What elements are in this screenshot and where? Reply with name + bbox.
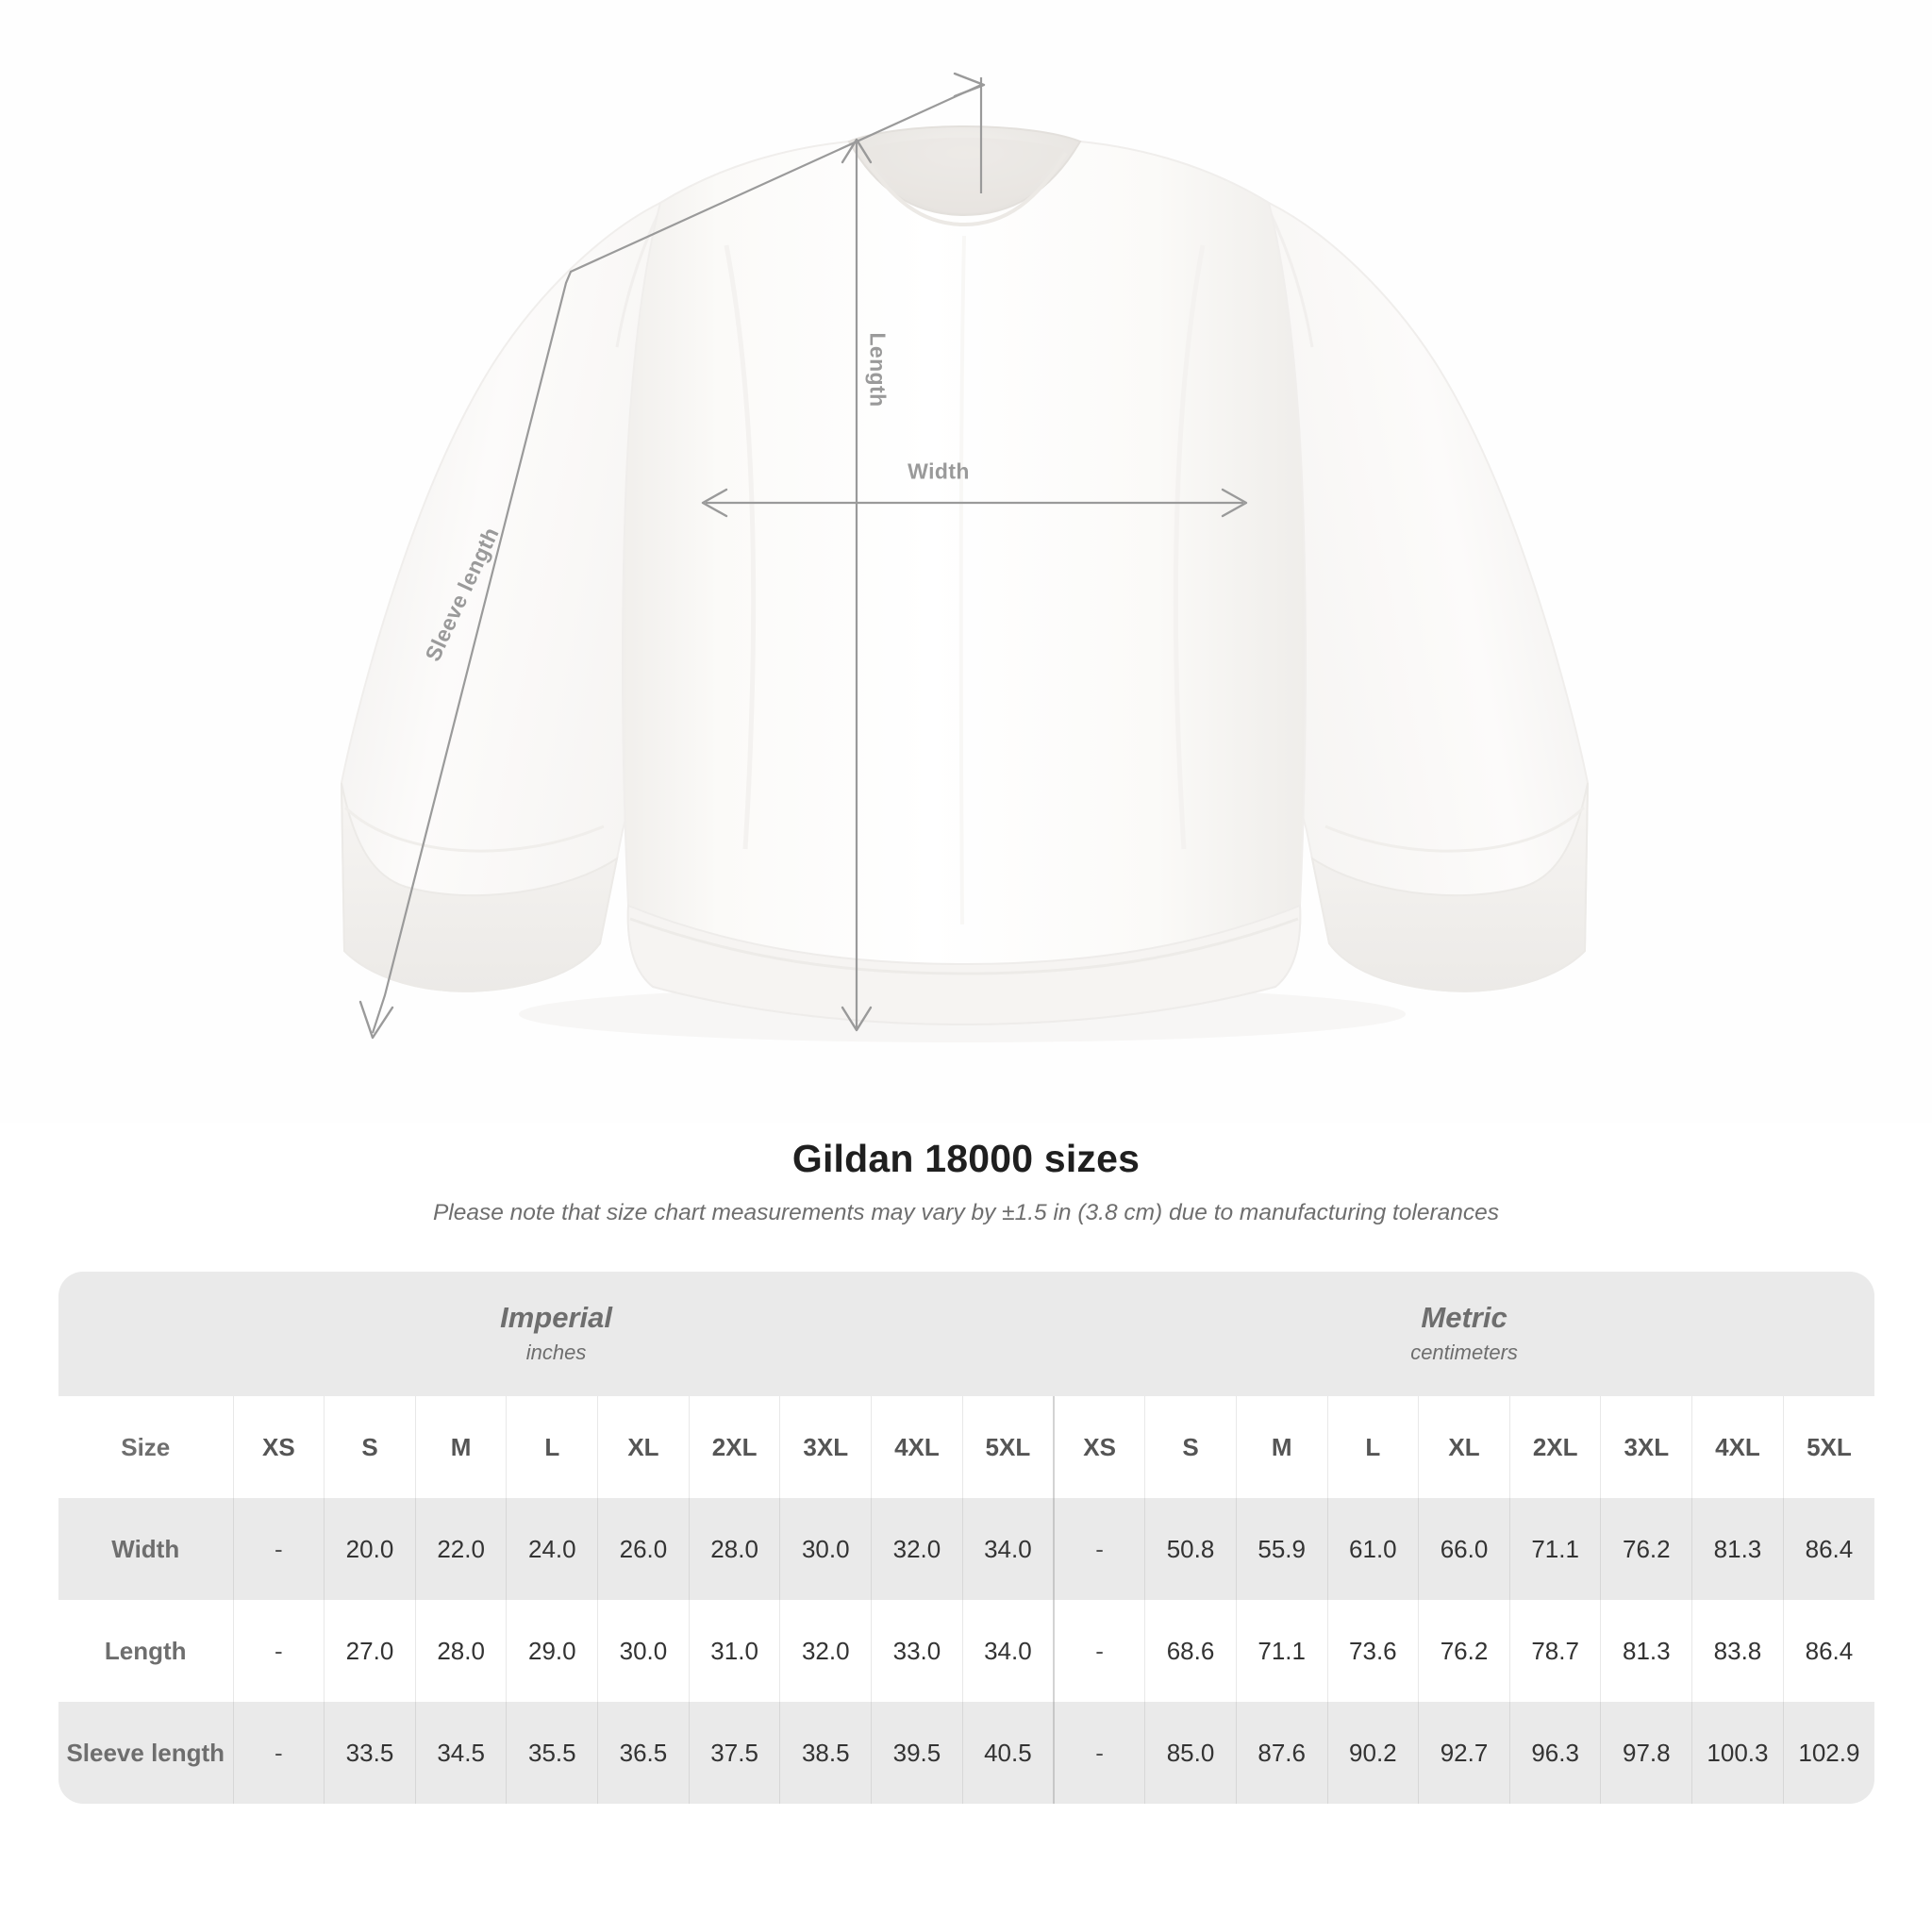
row-header-sleeve-length: Sleeve length bbox=[58, 1702, 233, 1804]
cell-length-metric-3XL: 81.3 bbox=[1600, 1600, 1692, 1702]
cell-sleeve-length-metric-3XL: 97.8 bbox=[1600, 1702, 1692, 1804]
unit-sub-imperial: inches bbox=[525, 1341, 587, 1365]
cell-length-imperial-XS: - bbox=[232, 1600, 325, 1702]
cell-sleeve-length-metric-5XL: 102.9 bbox=[1782, 1702, 1875, 1804]
cell-sleeve-length-metric-2XL: 96.3 bbox=[1508, 1702, 1601, 1804]
cell-sleeve-length-imperial-3XL: 38.5 bbox=[779, 1702, 872, 1804]
table-row: Length -27.0 28.0 29.0 30.0 31.0 32.0 33.0 34.0-… bbox=[58, 1600, 1875, 1702]
cell-width-imperial-S: 20.0 bbox=[324, 1498, 416, 1600]
cell-length-imperial-L: 29.0 bbox=[506, 1600, 598, 1702]
table-row: Sleeve length -33.5 34.5 35.5 36.5 37.5 38.5 39… bbox=[58, 1702, 1875, 1804]
cell-sleeve-length-imperial-XL: 36.5 bbox=[597, 1702, 690, 1804]
cell-width-imperial-XL: 26.0 bbox=[597, 1498, 690, 1600]
cell-sleeve-length-metric-L: 90.2 bbox=[1326, 1702, 1419, 1804]
size-header-imperial-M: M bbox=[414, 1396, 507, 1498]
size-header-imperial-2XL: 2XL bbox=[688, 1396, 780, 1498]
table-row: Width -20.0 22.0 24.0 26.0 28.0 30.0 32.0 34.0-5… bbox=[58, 1498, 1875, 1600]
page-title: Gildan 18000 sizes bbox=[791, 1137, 1141, 1180]
unit-name-metric: Metric bbox=[1421, 1300, 1507, 1334]
size-header-metric-XL: XL bbox=[1418, 1396, 1510, 1498]
cell-sleeve-length-imperial-XS: - bbox=[232, 1702, 325, 1804]
cell-length-imperial-2XL: 31.0 bbox=[688, 1600, 780, 1702]
cell-width-imperial-L: 24.0 bbox=[506, 1498, 598, 1600]
size-header-metric-5XL: 5XL bbox=[1782, 1396, 1875, 1498]
size-header-imperial-4XL: 4XL bbox=[871, 1396, 963, 1498]
cell-sleeve-length-imperial-5XL: 40.5 bbox=[961, 1702, 1055, 1804]
title-block: Gildan 18000 sizes Please note that size… bbox=[0, 1137, 1932, 1226]
tolerance-note: Please note that size chart measurements… bbox=[432, 1200, 1500, 1225]
size-header-imperial-5XL: 5XL bbox=[961, 1396, 1055, 1498]
cell-length-metric-S: 68.6 bbox=[1144, 1600, 1237, 1702]
cell-width-metric-4XL: 81.3 bbox=[1691, 1498, 1784, 1600]
row-header-length: Length bbox=[58, 1600, 233, 1702]
cell-width-imperial-XS: - bbox=[232, 1498, 325, 1600]
cell-length-metric-5XL: 86.4 bbox=[1782, 1600, 1875, 1702]
size-header-imperial-L: L bbox=[506, 1396, 598, 1498]
cell-length-metric-XS: - bbox=[1053, 1600, 1145, 1702]
cell-sleeve-length-imperial-4XL: 39.5 bbox=[871, 1702, 963, 1804]
size-header-metric-M: M bbox=[1235, 1396, 1328, 1498]
cell-width-imperial-2XL: 28.0 bbox=[688, 1498, 780, 1600]
cell-sleeve-length-metric-M: 87.6 bbox=[1235, 1702, 1328, 1804]
cell-length-imperial-M: 28.0 bbox=[414, 1600, 507, 1702]
cell-length-metric-L: 73.6 bbox=[1326, 1600, 1419, 1702]
size-header-metric-S: S bbox=[1144, 1396, 1237, 1498]
cell-width-metric-XL: 66.0 bbox=[1418, 1498, 1510, 1600]
cell-width-metric-L: 61.0 bbox=[1326, 1498, 1419, 1600]
row-header-width: Width bbox=[58, 1498, 233, 1600]
unit-header-row: Imperial inches Metric centimeters bbox=[58, 1272, 1875, 1396]
cell-length-imperial-XL: 30.0 bbox=[597, 1600, 690, 1702]
cell-width-metric-M: 55.9 bbox=[1235, 1498, 1328, 1600]
cell-width-metric-S: 50.8 bbox=[1144, 1498, 1237, 1600]
cell-sleeve-length-metric-XL: 92.7 bbox=[1418, 1702, 1510, 1804]
cell-sleeve-length-metric-4XL: 100.3 bbox=[1691, 1702, 1784, 1804]
cell-length-imperial-S: 27.0 bbox=[324, 1600, 416, 1702]
size-table: Imperial inches Metric centimeters Size X… bbox=[58, 1272, 1875, 1804]
cell-width-imperial-5XL: 34.0 bbox=[961, 1498, 1055, 1600]
cell-width-imperial-M: 22.0 bbox=[414, 1498, 507, 1600]
size-header-imperial-S: S bbox=[324, 1396, 416, 1498]
row-header-size: Size bbox=[58, 1396, 233, 1498]
cell-sleeve-length-imperial-S: 33.5 bbox=[324, 1702, 416, 1804]
cell-sleeve-length-imperial-L: 35.5 bbox=[506, 1702, 598, 1804]
cell-sleeve-length-metric-S: 85.0 bbox=[1144, 1702, 1237, 1804]
unit-name-imperial: Imperial bbox=[500, 1300, 612, 1334]
cell-length-imperial-4XL: 33.0 bbox=[871, 1600, 963, 1702]
size-header-imperial-3XL: 3XL bbox=[779, 1396, 872, 1498]
cell-length-imperial-3XL: 32.0 bbox=[779, 1600, 872, 1702]
width-measurement-label: Width bbox=[908, 458, 970, 484]
cell-width-metric-5XL: 86.4 bbox=[1782, 1498, 1875, 1600]
cell-width-metric-3XL: 76.2 bbox=[1600, 1498, 1692, 1600]
cell-width-imperial-4XL: 32.0 bbox=[871, 1498, 963, 1600]
size-header-metric-L: L bbox=[1326, 1396, 1419, 1498]
cell-length-metric-2XL: 78.7 bbox=[1508, 1600, 1601, 1702]
unit-header-metric: Metric centimeters bbox=[1054, 1272, 1875, 1396]
cell-sleeve-length-metric-XS: - bbox=[1053, 1702, 1145, 1804]
size-header-imperial-XL: XL bbox=[597, 1396, 690, 1498]
cell-length-metric-M: 71.1 bbox=[1235, 1600, 1328, 1702]
cell-length-imperial-5XL: 34.0 bbox=[961, 1600, 1055, 1702]
cell-width-metric-XS: - bbox=[1053, 1498, 1145, 1600]
cell-sleeve-length-imperial-M: 34.5 bbox=[414, 1702, 507, 1804]
cell-length-metric-XL: 76.2 bbox=[1418, 1600, 1510, 1702]
size-header-metric-3XL: 3XL bbox=[1600, 1396, 1692, 1498]
size-header-imperial-XS: XS bbox=[232, 1396, 325, 1498]
garment-diagram: Width Length Sleeve length bbox=[340, 72, 1590, 1040]
size-header-metric-2XL: 2XL bbox=[1508, 1396, 1601, 1498]
size-header-metric-4XL: 4XL bbox=[1691, 1396, 1784, 1498]
unit-header-imperial: Imperial inches bbox=[58, 1272, 1055, 1396]
length-measurement-label: Length bbox=[865, 332, 891, 408]
cell-width-metric-2XL: 71.1 bbox=[1508, 1498, 1601, 1600]
table-row: Size XS S M L XL 2XL 3XL 4XL 5XL XS S M L XL 2XL 3XL 4XL 5… bbox=[58, 1396, 1875, 1498]
cell-width-imperial-3XL: 30.0 bbox=[779, 1498, 872, 1600]
unit-sub-metric: centimeters bbox=[1410, 1341, 1518, 1365]
size-header-metric-XS: XS bbox=[1053, 1396, 1145, 1498]
cell-sleeve-length-imperial-2XL: 37.5 bbox=[688, 1702, 780, 1804]
cell-length-metric-4XL: 83.8 bbox=[1691, 1600, 1784, 1702]
size-table-wrap: Imperial inches Metric centimeters Size X… bbox=[58, 1272, 1875, 1804]
